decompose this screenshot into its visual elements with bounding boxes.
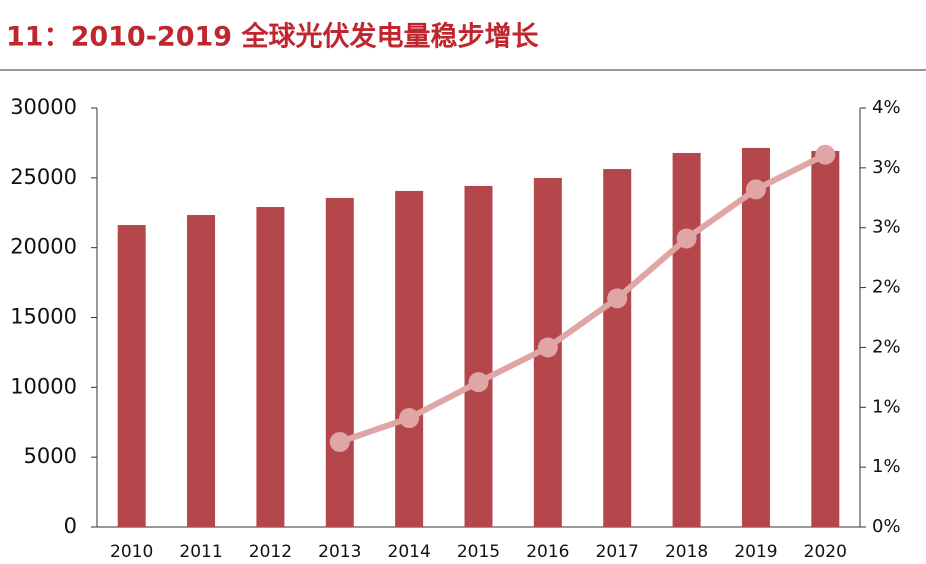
x-tick-label: 2013 xyxy=(318,542,361,562)
y-tick-label: 20000 xyxy=(10,235,77,259)
bar xyxy=(117,225,146,528)
x-tick-label: 2019 xyxy=(734,542,777,562)
x-tick-label: 2011 xyxy=(179,542,222,562)
y-tick-label: 0 xyxy=(64,514,77,538)
y2-tick-label: 2% xyxy=(872,336,901,357)
line-point xyxy=(745,179,766,200)
y2-tick-label: 4% xyxy=(872,97,901,118)
line-point xyxy=(329,432,350,453)
bar xyxy=(741,147,770,527)
x-tick-label: 2020 xyxy=(804,542,847,562)
y2-tick-label: 3% xyxy=(872,157,901,178)
x-tick-label: 2015 xyxy=(457,542,500,562)
x-tick-label: 2014 xyxy=(388,542,431,562)
x-tick-label: 2018 xyxy=(665,542,708,562)
y2-tick-label: 0% xyxy=(872,516,901,537)
y2-tick-label: 3% xyxy=(872,217,901,238)
y2-tick-label: 2% xyxy=(872,277,901,298)
line-point xyxy=(537,337,558,358)
chart-title: 11：2010-2019 全球光伏发电量稳步增长 xyxy=(6,21,539,53)
line-point xyxy=(676,228,697,249)
y-tick-label: 10000 xyxy=(10,374,77,398)
bar xyxy=(325,197,354,528)
x-tick-label: 2016 xyxy=(526,542,569,562)
y-tick-label: 5000 xyxy=(24,444,77,468)
bar xyxy=(811,151,840,527)
line-point xyxy=(399,408,420,429)
y-tick-label: 25000 xyxy=(10,165,77,189)
x-tick-label: 2010 xyxy=(110,542,153,562)
x-tick-label: 2012 xyxy=(249,542,292,562)
bar xyxy=(603,169,632,527)
bar xyxy=(187,214,216,527)
bar xyxy=(672,152,701,528)
bar xyxy=(464,185,493,527)
bar xyxy=(256,207,285,527)
y2-tick-label: 1% xyxy=(872,456,901,477)
bar xyxy=(395,190,424,527)
line-point xyxy=(815,144,836,165)
line-point xyxy=(607,288,628,309)
x-tick-label: 2017 xyxy=(596,542,639,562)
y-tick-label: 15000 xyxy=(10,305,77,329)
y-tick-label: 30000 xyxy=(10,95,77,119)
line-point xyxy=(468,372,489,393)
line xyxy=(338,152,827,445)
y2-tick-label: 1% xyxy=(872,396,901,417)
